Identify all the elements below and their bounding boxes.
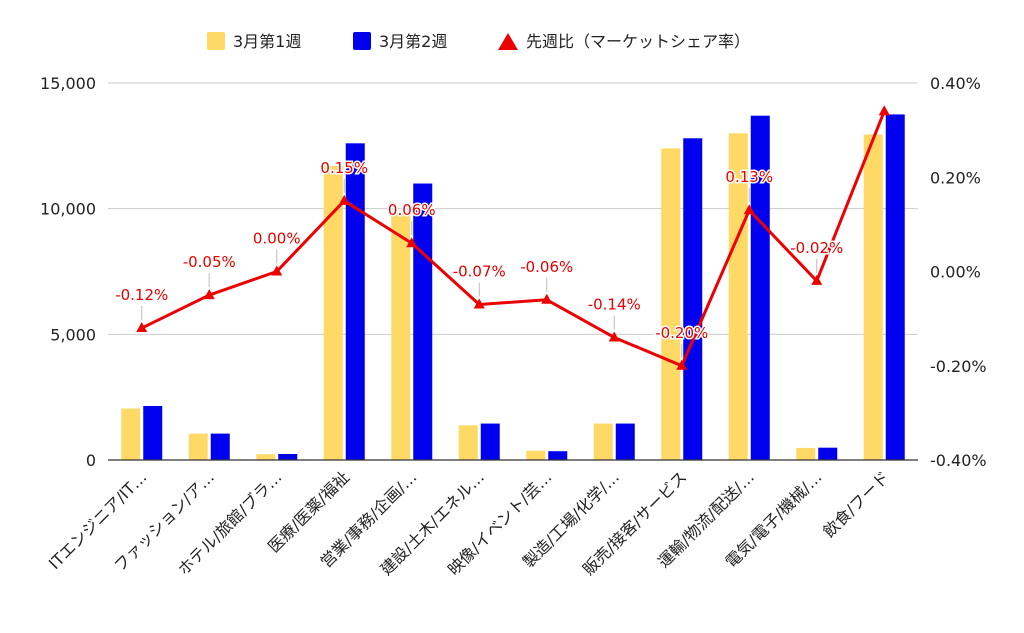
bar-week1 [593,423,613,460]
gridlines [108,82,918,461]
share-ratio-data-label: 0.00% [253,230,301,248]
share-ratio-point [811,274,823,285]
y-left-tick-label: 5,000 [50,325,96,344]
y-right-tick-label: 0.20% [930,168,981,187]
bar-week1 [661,148,681,460]
bar-week1 [728,133,748,460]
share-ratio-point [406,237,418,248]
bar-week1 [526,450,546,460]
bar-week1 [796,447,816,460]
y-right-tick-label: -0.20% [930,357,987,376]
bars [121,114,905,461]
legend-label-share-ratio: 先週比（マーケットシェア率） [526,32,750,51]
share-ratio-data-label: -0.02% [790,239,843,257]
share-ratio-data-label: -0.12% [115,286,168,304]
share-ratio-point [608,331,620,342]
legend-label-week2: 3月第2週 [379,32,447,51]
bar-week2 [818,447,838,460]
share-ratio-data-label: -0.07% [453,262,506,280]
bar-week2 [345,143,365,460]
y-left-tick-label: 10,000 [40,200,96,219]
y-right-tick-label: 0.40% [930,74,981,93]
bar-week1 [458,425,478,460]
share-ratio-point [338,194,350,205]
y-right-tick-label: 0.00% [930,263,981,282]
bar-week2 [210,433,230,460]
bar-week2 [278,453,298,460]
share-ratio-data-label: -0.14% [588,295,641,313]
bar-week2 [480,423,500,460]
bar-week1 [188,433,208,460]
data-labels: -0.12% -0.05% 0.00% 0.15% 0.06% -0.07% -0.06% -… [114,157,845,358]
share-ratio-data-label: 0.06% [388,201,436,219]
share-ratio-point [136,322,148,333]
legend: 3月第1週 3月第2週 先週比（マーケットシェア率） [207,32,750,51]
legend-label-week1: 3月第1週 [233,32,301,51]
bar-week2 [143,405,163,460]
share-ratio-point [203,289,215,300]
share-ratio-data-label: 0.13% [725,168,773,186]
bar-week2 [413,183,433,461]
bar-week1 [121,408,141,460]
bar-week2 [683,138,703,460]
share-ratio-point [473,298,485,309]
y-left-tick-label: 0 [86,451,96,470]
bar-week1 [256,454,276,460]
share-ratio-point [541,293,553,304]
share-ratio-point [676,359,688,370]
share-ratio-line [136,105,890,370]
share-ratio-polyline [141,110,886,368]
bar-week1 [323,165,343,460]
bar-week1 [863,134,883,461]
share-ratio-point [271,265,283,276]
legend-marker-share-ratio [498,33,518,50]
y-left-tick-label: 15,000 [40,74,96,93]
share-ratio-point [743,204,755,215]
share-ratio-data-label: 0.15% [320,159,368,177]
share-ratio-data-label: -0.05% [183,253,236,271]
bar-week1 [391,212,411,460]
x-category-label: 飲食/フード [819,467,893,541]
bar-week2 [885,114,905,461]
bar-week2 [750,115,770,460]
bar-week2 [548,451,568,460]
legend-swatch-week1 [207,32,225,50]
y-right-tick-label: -0.40% [930,451,987,470]
axes: 0 5,000 10,000 15,000 -0.40% -0.20% 0.00% 0.20%… [40,74,987,579]
share-ratio-data-label: -0.06% [520,258,573,276]
legend-swatch-week2 [353,32,371,50]
share-ratio-point [878,105,890,116]
share-ratio-data-label: -0.20% [655,324,708,342]
bar-week2 [615,423,635,460]
